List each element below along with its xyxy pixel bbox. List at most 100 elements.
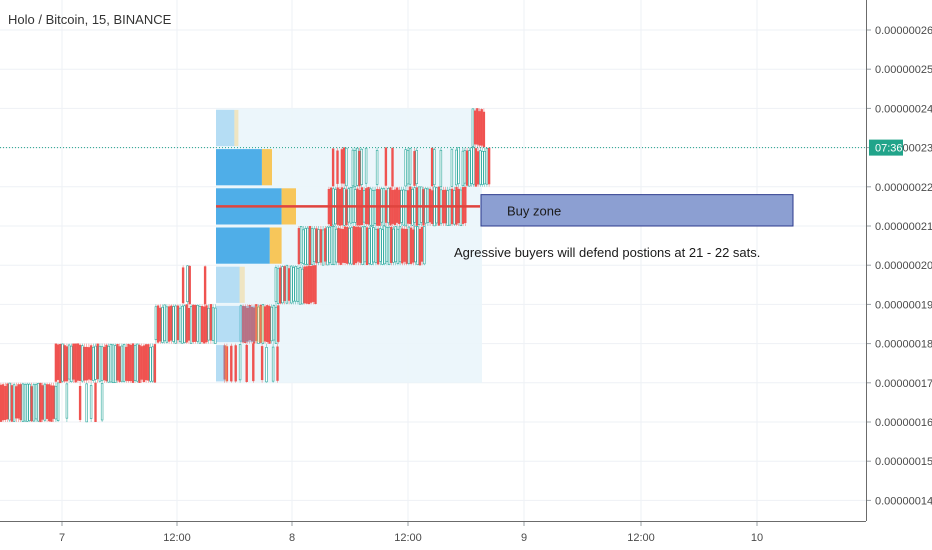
candle-body	[117, 344, 119, 380]
candle-body	[316, 229, 318, 263]
candle-body	[273, 306, 275, 340]
candle-body	[333, 227, 335, 265]
candle-body	[351, 227, 353, 264]
candle-body	[421, 227, 423, 261]
candle-body	[474, 111, 476, 144]
x-tick-label: 12:00	[627, 532, 655, 544]
candle-body	[182, 268, 184, 303]
candle-body	[147, 345, 149, 381]
candle-body	[379, 229, 381, 262]
candle-body	[472, 109, 474, 147]
candle-body	[360, 228, 362, 263]
time-axis[interactable]: 7 12:00 8 12:00 9 12:00 10	[0, 521, 866, 544]
candle-body	[349, 228, 351, 263]
x-tick-label: 10	[751, 532, 763, 544]
candle-body	[417, 227, 419, 265]
candle-body	[482, 151, 484, 184]
candle-body	[329, 227, 331, 262]
candle-body	[77, 344, 79, 381]
candle-body	[22, 384, 24, 421]
candle-body	[395, 227, 397, 262]
candle-body	[410, 228, 412, 264]
candle-body	[110, 344, 112, 382]
candle-body	[62, 344, 64, 381]
candle-body	[101, 347, 103, 381]
candle-body	[123, 344, 125, 381]
candle-body	[13, 385, 15, 422]
candle-body	[372, 191, 374, 226]
candle-body	[371, 227, 373, 265]
candle-body	[356, 148, 358, 185]
candle-body	[246, 345, 248, 381]
candle-body	[332, 149, 334, 186]
x-tick-label: 7	[59, 532, 65, 544]
candle-body	[486, 148, 488, 184]
candle-body	[359, 190, 361, 225]
candle-body	[48, 385, 50, 421]
candle-body	[447, 191, 449, 226]
candle-body	[295, 266, 297, 301]
candle-body	[136, 344, 138, 381]
y-tick-label: 0.00000018	[875, 339, 932, 351]
candle-body	[159, 308, 161, 341]
candle-body	[210, 304, 212, 340]
candle-body	[175, 306, 177, 343]
candle-body	[44, 384, 46, 420]
candle-body	[433, 150, 435, 185]
candle-body	[305, 229, 307, 265]
candle-body	[315, 265, 317, 303]
candle-body	[288, 269, 290, 301]
candle-body	[451, 150, 453, 187]
candle-body	[471, 148, 473, 184]
profile-bar-up	[216, 110, 234, 146]
price-axis[interactable]: 0.000000260.000000250.000000240.00000023…	[866, 0, 932, 521]
candle-body	[75, 344, 77, 382]
candle-body	[208, 308, 210, 340]
candle-body	[397, 229, 399, 263]
candle-body	[384, 226, 386, 264]
candle-body	[343, 148, 345, 184]
candle-body	[337, 151, 339, 184]
candle-body	[327, 227, 329, 265]
candle-body	[88, 347, 90, 379]
candle-body	[70, 346, 72, 382]
candle-body	[40, 383, 42, 422]
candle-body	[203, 307, 205, 343]
candle-body	[277, 347, 279, 381]
candle-body	[24, 385, 26, 421]
current-price-tag: 07:36	[869, 140, 903, 156]
candle-body	[86, 347, 88, 380]
candle-body	[35, 384, 37, 419]
buy-zone-box[interactable]: Buy zone	[481, 195, 793, 226]
candle-body	[201, 306, 203, 341]
candle-body	[481, 109, 483, 145]
candle-body	[119, 347, 121, 382]
candle-body	[466, 151, 468, 186]
profile-bar-down	[240, 267, 245, 303]
candle-body	[99, 346, 101, 381]
candle-body	[475, 148, 477, 186]
candle-body	[464, 187, 466, 223]
candle-body	[266, 347, 268, 382]
candle-body	[416, 150, 418, 183]
candle-body	[97, 344, 99, 379]
candle-body	[92, 347, 94, 380]
candle-body	[79, 345, 81, 381]
candle-body	[177, 306, 179, 340]
candle-body	[306, 267, 308, 304]
candle-body	[407, 151, 409, 184]
candle-body	[68, 345, 70, 379]
candle-body	[346, 227, 348, 263]
candle-body	[322, 230, 324, 265]
candle-body	[141, 347, 143, 380]
candle-body	[352, 150, 354, 186]
candle-body	[455, 150, 457, 185]
candle-body	[162, 307, 164, 342]
candle-body	[420, 187, 422, 223]
candle-body	[464, 151, 466, 183]
candle-body	[212, 308, 214, 341]
candle-body	[269, 306, 271, 343]
candle-body	[308, 266, 310, 304]
candle-body	[26, 384, 28, 421]
